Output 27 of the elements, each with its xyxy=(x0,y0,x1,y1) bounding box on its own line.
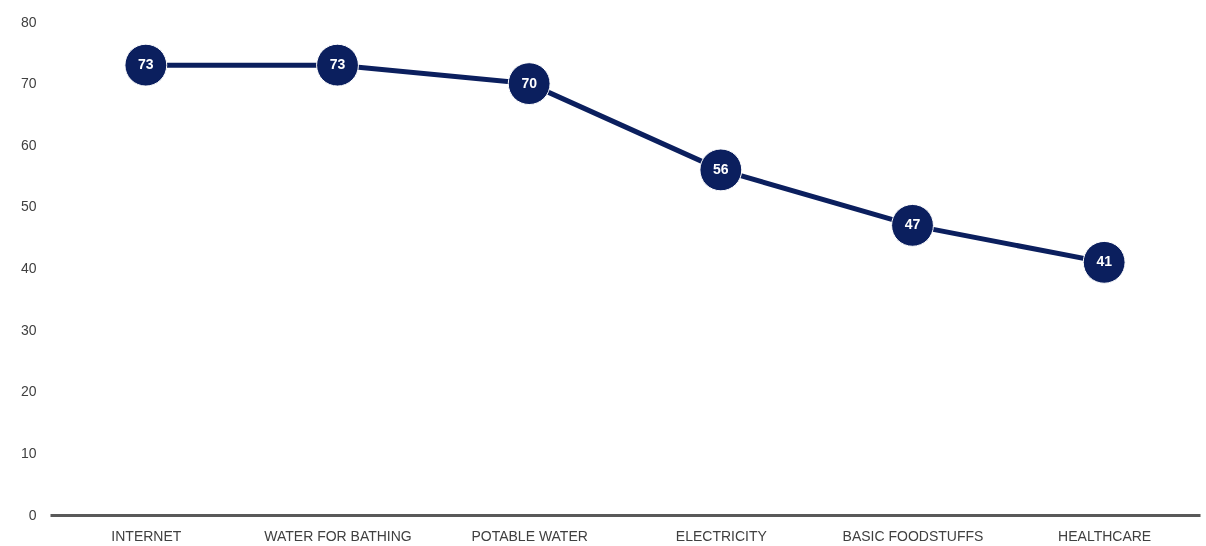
x-tick-label: POTABLE WATER xyxy=(471,527,588,544)
y-tick-label: 60 xyxy=(20,136,37,153)
y-tick-label: 40 xyxy=(20,260,37,276)
x-tick-label: INTERNET xyxy=(111,527,182,544)
y-tick-label: 0 xyxy=(28,506,37,523)
data-label: 73 xyxy=(138,56,154,73)
point xyxy=(124,43,168,87)
data-label: 41 xyxy=(1096,253,1113,270)
data-label: 73 xyxy=(329,56,346,73)
data-label: 56 xyxy=(713,160,729,177)
point xyxy=(699,148,743,192)
y-tick-label: 80 xyxy=(20,13,37,30)
x-tick-label: ELECTRICITY xyxy=(675,527,768,544)
point xyxy=(891,203,934,247)
y-tick-label: 70 xyxy=(20,75,37,92)
point xyxy=(316,43,359,87)
x-tick-label: WATER FOR BATHING xyxy=(264,527,412,544)
y-tick-label: 30 xyxy=(20,321,37,338)
x-tick-label: BASIC FOODSTUFFS xyxy=(842,527,984,544)
data-label: 70 xyxy=(521,74,538,91)
data-label: 47 xyxy=(904,216,921,233)
point xyxy=(507,62,551,105)
y-tick-label: 20 xyxy=(20,383,37,400)
point xyxy=(1082,240,1126,284)
x-tick-label: HEALTHCARE xyxy=(1058,527,1152,544)
y-tick-label: 10 xyxy=(20,444,37,461)
y-tick-label: 50 xyxy=(20,198,37,215)
